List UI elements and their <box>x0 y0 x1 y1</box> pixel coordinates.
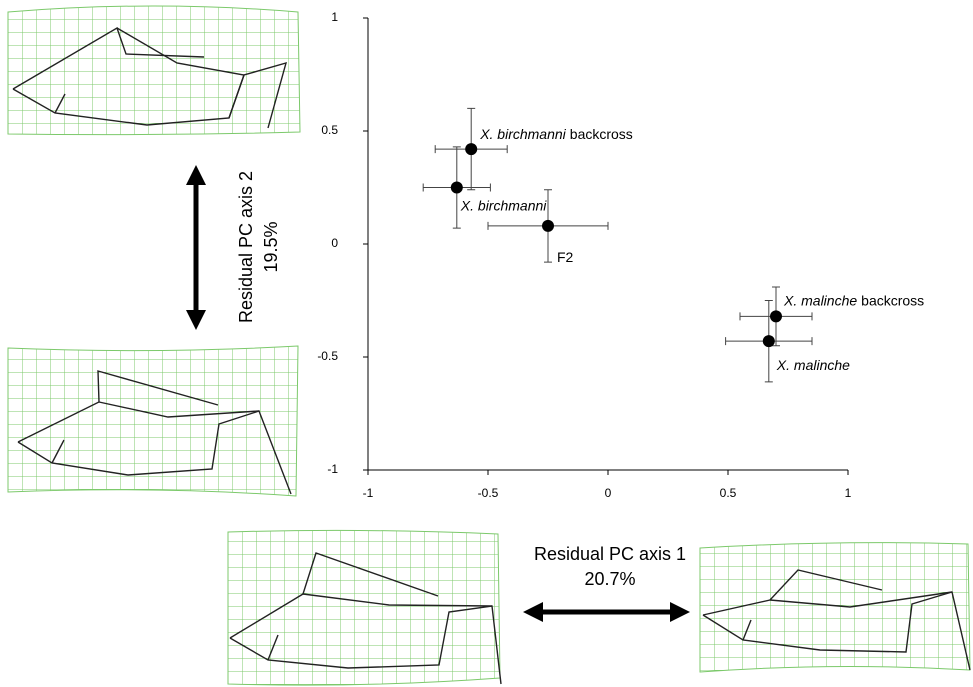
y-tick-label: 0.5 <box>321 123 338 137</box>
point-label: X. birchmanni backcross <box>479 126 633 142</box>
y-tick-label: -1 <box>327 462 338 476</box>
x-tick-label: -1 <box>363 486 374 500</box>
deformation-grid-mid-left <box>7 345 299 497</box>
point-label-text: backcross <box>861 292 924 308</box>
y-tick-label: 0 <box>331 236 338 250</box>
deformation-grid-bottom-center <box>227 529 502 686</box>
point-label: F2 <box>557 249 574 265</box>
point-label: X. malinche backcross <box>783 292 924 308</box>
point-label-species: X. birchmanni <box>479 126 566 142</box>
deformation-grid-bottom-right <box>699 542 971 673</box>
x-tick-label: 0.5 <box>720 486 737 500</box>
point <box>450 181 463 194</box>
point-label-species: X. malinche <box>783 292 857 308</box>
x-tick-label: -0.5 <box>478 486 499 500</box>
point <box>762 335 775 348</box>
x-axis-title: Residual PC axis 1 <box>534 544 686 564</box>
y-tick-label: -0.5 <box>317 349 338 363</box>
y-axis-value: 19.5% <box>261 221 281 272</box>
point-label: X. birchmanni <box>460 197 547 213</box>
point <box>465 143 478 156</box>
x-tick-label: 1 <box>845 486 852 500</box>
deformation-grid-top-left <box>7 5 301 136</box>
y-tick-label: 1 <box>331 10 338 24</box>
x-axis-value: 20.7% <box>584 569 635 589</box>
y-axis-title: Residual PC axis 2 <box>236 171 256 323</box>
point <box>542 219 554 232</box>
point-label-species: X. birchmanni <box>460 197 547 213</box>
x-tick-label: 0 <box>605 486 612 500</box>
point-label: X. malinche <box>776 357 850 373</box>
point-label-species: X. malinche <box>776 357 850 373</box>
plot: -1-0.500.51-1 -0.5 0 0.5 1X. birchmanni backc… <box>317 10 924 500</box>
point <box>770 310 782 323</box>
point-label-text: F2 <box>557 249 574 265</box>
point-label-text: backcross <box>570 126 633 142</box>
